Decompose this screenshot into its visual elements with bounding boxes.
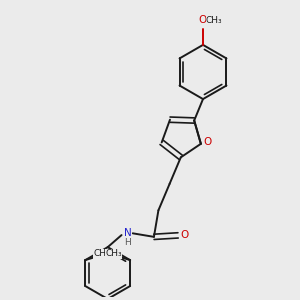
- Text: N: N: [124, 228, 132, 238]
- Text: CH₃: CH₃: [206, 16, 223, 25]
- Text: O: O: [199, 15, 207, 26]
- Text: O: O: [203, 137, 212, 147]
- Text: H: H: [124, 238, 131, 247]
- Text: CH₃: CH₃: [94, 249, 110, 258]
- Text: O: O: [181, 230, 189, 240]
- Text: CH₃: CH₃: [105, 249, 122, 258]
